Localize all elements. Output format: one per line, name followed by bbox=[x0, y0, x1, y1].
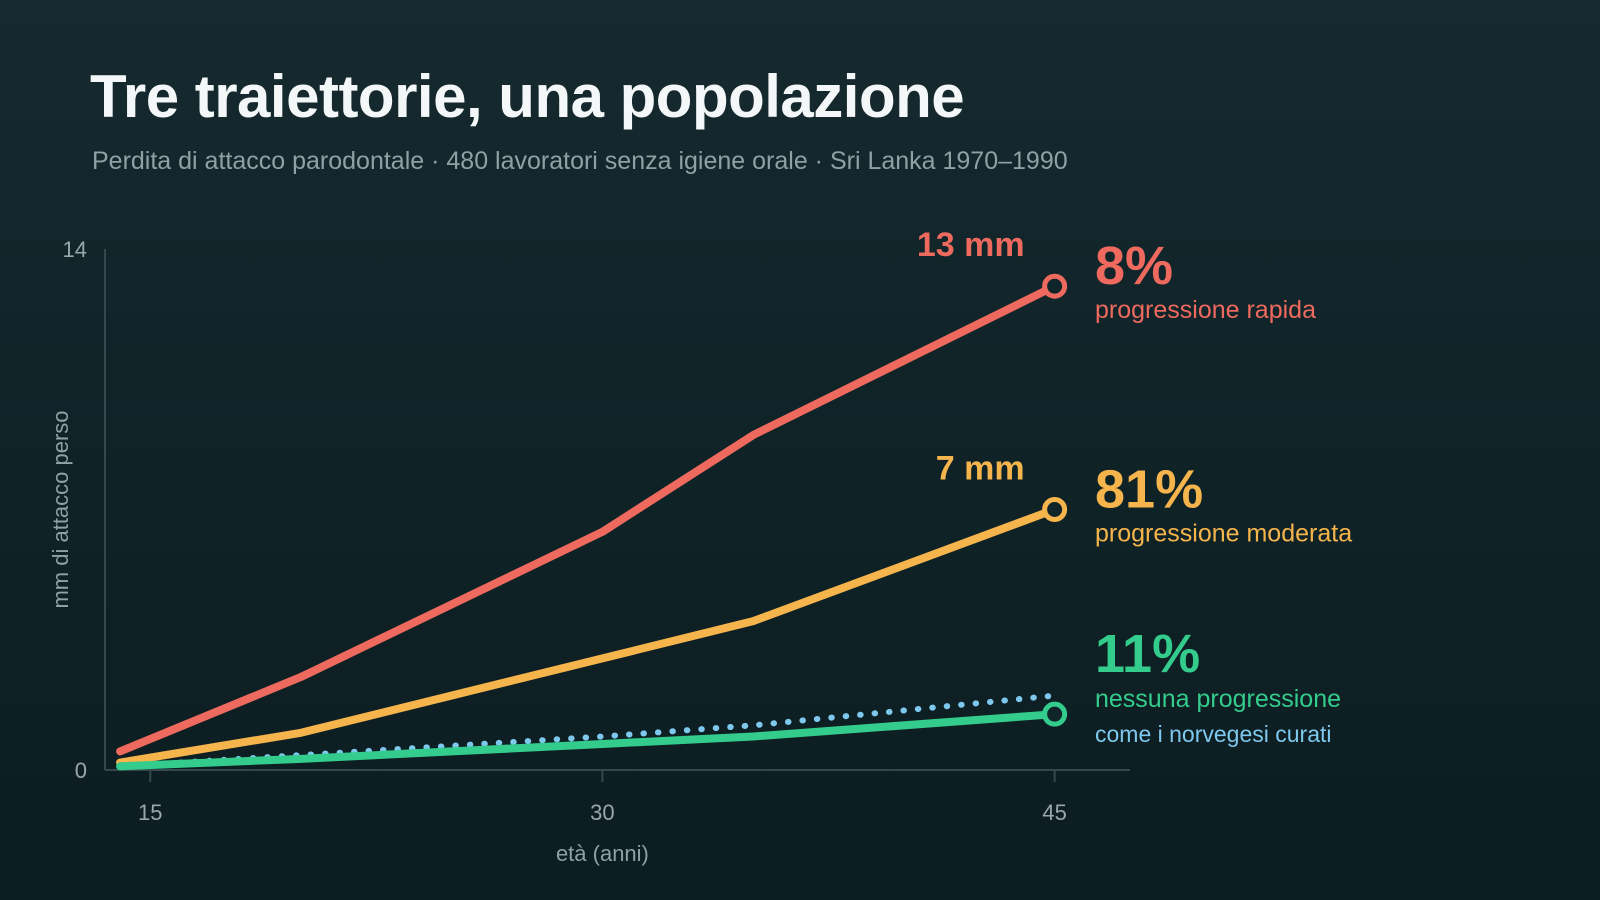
series-description: progressione moderata bbox=[1095, 520, 1352, 548]
series-line-rapid bbox=[116, 282, 1059, 756]
series-description: come i norvegesi curati bbox=[1095, 721, 1332, 747]
y-axis-label: mm di attacco perso bbox=[48, 410, 73, 608]
series-line-none bbox=[116, 710, 1059, 771]
end-value-label: 13 mm bbox=[917, 226, 1025, 264]
axes bbox=[104, 249, 1130, 771]
series-percentage: 8% bbox=[1095, 236, 1173, 296]
series-percentage: 11% bbox=[1095, 624, 1200, 684]
x-tick-label: 45 bbox=[1042, 800, 1066, 825]
end-value-label: 7 mm bbox=[936, 450, 1025, 488]
x-tick-label: 30 bbox=[590, 800, 614, 825]
end-point-moderate bbox=[1042, 497, 1068, 522]
chart-title: Tre traiettorie, una popolazione bbox=[90, 63, 965, 130]
series-description: nessuna progressione bbox=[1095, 685, 1341, 713]
series-layer bbox=[116, 273, 1068, 771]
series-line-moderate bbox=[116, 505, 1059, 767]
chart-subtitle: Perdita di attacco parodontale · 480 lav… bbox=[92, 147, 1068, 175]
series-line-norwegian bbox=[177, 692, 1058, 766]
x-axis-label: età (anni) bbox=[556, 841, 649, 866]
series-percentage: 81% bbox=[1095, 460, 1203, 520]
tick-labels: 15 30 45 0 14 bbox=[63, 237, 1067, 825]
y-tick-label: 0 bbox=[75, 758, 87, 783]
series-labels: 13 mm 8%progressione rapida 7 mm 81%progres… bbox=[917, 226, 1352, 747]
end-point-rapid bbox=[1042, 273, 1068, 299]
x-tick-label: 15 bbox=[138, 800, 162, 825]
end-point-none bbox=[1042, 701, 1068, 727]
y-tick-label: 14 bbox=[63, 237, 87, 262]
series-description: progressione rapida bbox=[1095, 296, 1316, 324]
